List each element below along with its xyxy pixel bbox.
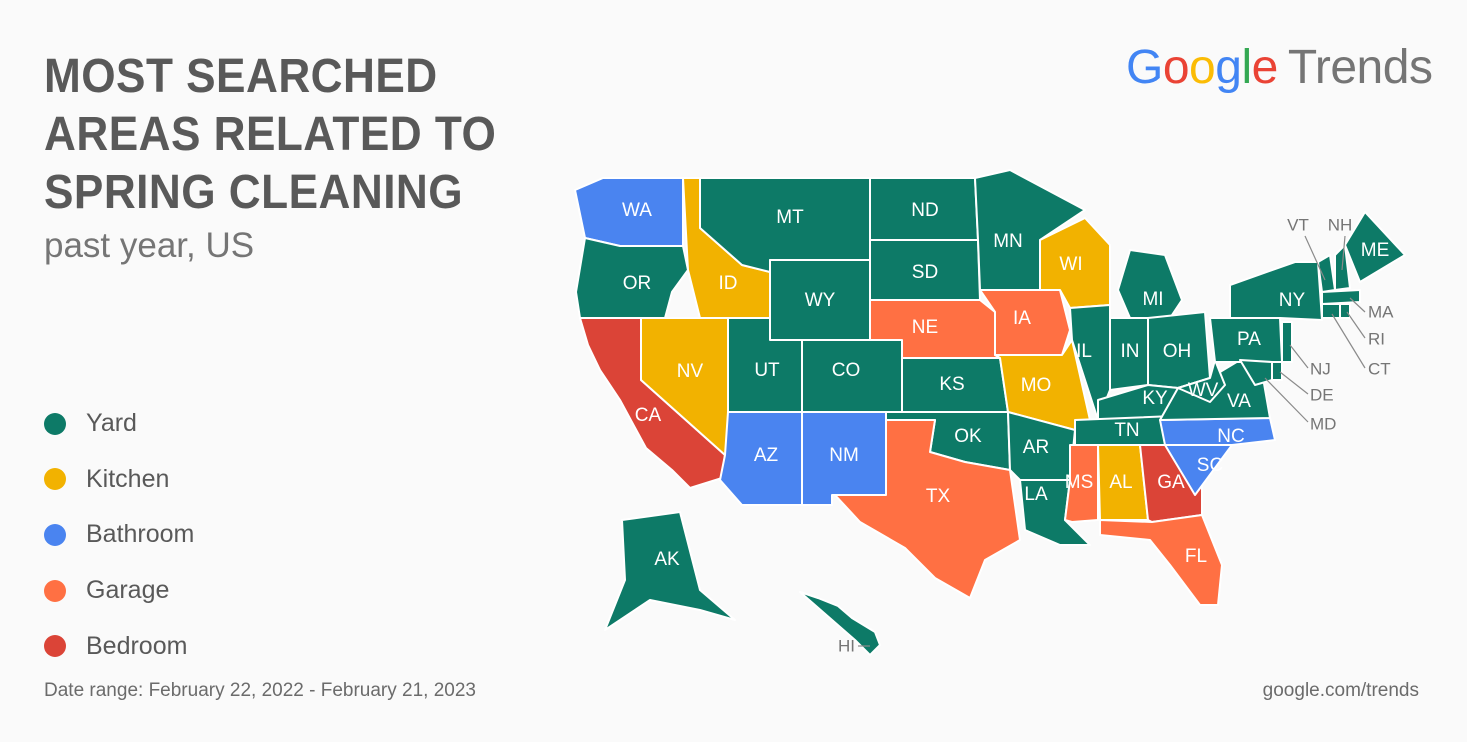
state-ct — [1321, 303, 1341, 319]
state-label-nm: NM — [829, 445, 859, 466]
state-label-oh: OH — [1163, 341, 1192, 362]
legend-item-garage: Garage — [44, 563, 194, 619]
state-label-ok: OK — [954, 426, 982, 447]
state-label-ny: NY — [1279, 290, 1306, 311]
page-title: MOST SEARCHED AREAS RELATED TO SPRING CL… — [44, 50, 497, 219]
state-me — [1344, 211, 1406, 283]
state-label-ga: GA — [1157, 472, 1185, 493]
state-md — [1239, 359, 1273, 386]
legend-label: Garage — [86, 576, 170, 605]
state-labels: WA OR CA ID NV MT WY UT AZ CO NM ND SD NE KS OK TX MN IA MO… — [622, 200, 1394, 655]
state-ny — [1229, 261, 1323, 321]
legend-swatch — [44, 412, 66, 435]
state-shapes — [574, 169, 1406, 656]
state-label-la: LA — [1024, 484, 1048, 505]
state-label-mo: MO — [1021, 375, 1052, 396]
state-label-ar: AR — [1023, 437, 1049, 458]
state-label-mi: MI — [1142, 289, 1163, 310]
state-label-tn: TN — [1114, 420, 1139, 441]
state-label-hi: HI — [838, 636, 855, 655]
legend-swatch — [44, 579, 66, 602]
state-label-co: CO — [832, 360, 861, 381]
leader-line-de — [1279, 371, 1309, 395]
state-label-pa: PA — [1237, 329, 1261, 350]
leader-line-ma — [1349, 297, 1366, 313]
leader-lines — [858, 235, 1366, 647]
legend-label: Bedroom — [86, 631, 188, 660]
state-or — [575, 237, 689, 319]
state-ak — [604, 511, 736, 631]
legend: Yard Kitchen Bathroom Garage Bedroom — [44, 396, 194, 674]
state-label-fl: FL — [1185, 546, 1207, 567]
leader-line-nh — [1341, 235, 1346, 271]
state-label-al: AL — [1109, 472, 1132, 493]
state-label-nj: NJ — [1310, 359, 1331, 378]
state-label-md: MD — [1310, 414, 1336, 433]
state-label-ia: IA — [1013, 308, 1031, 329]
state-label-wi: WI — [1059, 254, 1082, 275]
state-label-sd: SD — [912, 262, 938, 283]
legend-swatch — [44, 468, 66, 491]
state-nj — [1281, 321, 1293, 363]
legend-label: Yard — [86, 409, 137, 438]
leader-line-vt — [1304, 235, 1326, 281]
state-label-ri: RI — [1368, 329, 1385, 348]
state-label-sc: SC — [1197, 455, 1223, 476]
state-label-vt: VT — [1287, 215, 1309, 234]
state-label-or: OR — [623, 273, 652, 294]
google-trends-logo: Google Trends — [1126, 41, 1433, 94]
trends-wordmark: Trends — [1287, 41, 1433, 94]
state-label-nh: NH — [1328, 215, 1353, 234]
state-label-nc: NC — [1217, 426, 1244, 447]
state-label-me: ME — [1361, 240, 1390, 261]
state-label-in: IN — [1121, 341, 1140, 362]
state-wv — [1177, 359, 1226, 403]
state-ri — [1339, 303, 1351, 319]
state-label-wa: WA — [622, 200, 652, 221]
state-label-ms: MS — [1065, 472, 1094, 493]
leader-line-md — [1264, 377, 1309, 423]
state-label-nv: NV — [677, 361, 704, 382]
legend-item-yard: Yard — [44, 396, 194, 452]
state-label-ca: CA — [635, 405, 662, 426]
state-label-mn: MN — [993, 231, 1023, 252]
state-hi — [799, 591, 881, 656]
state-label-mt: MT — [776, 207, 804, 228]
legend-swatch — [44, 523, 66, 546]
state-label-nd: ND — [911, 200, 938, 221]
legend-label: Kitchen — [86, 464, 170, 493]
state-fl — [1099, 514, 1223, 606]
state-ma — [1321, 289, 1361, 305]
legend-item-bathroom: Bathroom — [44, 507, 194, 563]
state-label-id: ID — [719, 273, 738, 294]
state-label-ky: KY — [1142, 388, 1168, 409]
source-url: google.com/trends — [1262, 680, 1419, 701]
state-label-az: AZ — [754, 445, 779, 466]
state-label-ne: NE — [912, 317, 938, 338]
state-de — [1271, 361, 1283, 381]
state-label-ks: KS — [939, 374, 964, 395]
legend-item-kitchen: Kitchen — [44, 452, 194, 508]
state-label-il: IL — [1076, 341, 1092, 362]
state-label-de: DE — [1310, 385, 1334, 404]
date-range-note: Date range: February 22, 2022 - February… — [44, 680, 476, 701]
page-subtitle: past year, US — [44, 226, 255, 265]
state-vt — [1317, 254, 1336, 293]
state-label-wy: WY — [805, 290, 836, 311]
state-tx — [834, 419, 1021, 599]
state-label-ct: CT — [1368, 359, 1391, 378]
legend-label: Bathroom — [86, 520, 195, 549]
leader-line-ri — [1346, 311, 1366, 339]
legend-item-bedroom: Bedroom — [44, 618, 194, 674]
leader-line-ct — [1331, 313, 1366, 369]
state-label-wv: WV — [1188, 380, 1219, 401]
state-label-ut: UT — [754, 360, 780, 381]
leader-line-nj — [1289, 344, 1309, 369]
state-label-ak: AK — [654, 549, 680, 570]
legend-swatch — [44, 635, 66, 658]
state-label-ma: MA — [1368, 302, 1394, 321]
state-label-tx: TX — [926, 486, 951, 507]
state-label-va: VA — [1227, 391, 1251, 412]
